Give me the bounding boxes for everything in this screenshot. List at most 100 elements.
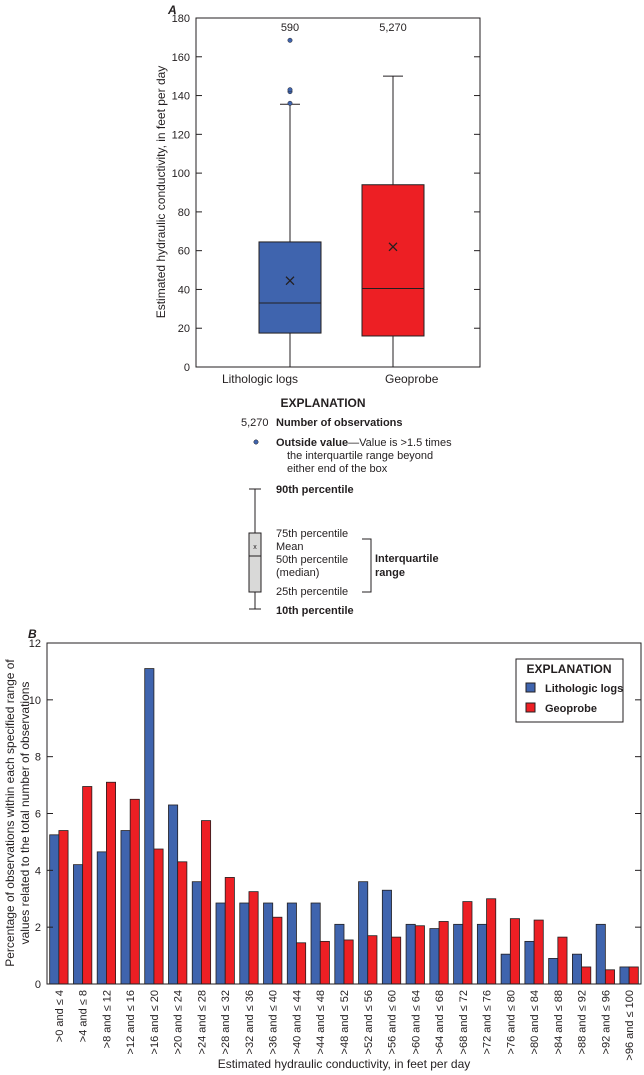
- category-label-0: Lithologic logs: [222, 372, 298, 386]
- label-iqr2: range: [375, 567, 405, 579]
- bar-geoprobe: [58, 830, 69, 985]
- x-tick-label-b: >68 and ≤ 72: [458, 990, 470, 1054]
- x-tick-label-b: >32 and ≤ 36: [244, 990, 256, 1054]
- x-tick-label-b: >64 and ≤ 68: [434, 990, 446, 1054]
- count-label-0: 590: [281, 22, 299, 34]
- y-tick-label-b: 6: [35, 809, 41, 821]
- legend-b: EXPLANATION Lithologic logs Geoprobe: [515, 658, 624, 723]
- x-tick-label-b: >96 and ≤ 100: [624, 990, 636, 1061]
- bar-lithologic: [120, 830, 131, 985]
- x-tick-label-b: >8 and ≤ 12: [101, 990, 113, 1048]
- box-1: [361, 184, 425, 337]
- outlier-point: [287, 87, 293, 93]
- outside-desc: —Value is >1.5 times: [348, 437, 452, 449]
- mean-marker: [285, 276, 295, 286]
- count-label-1: 5,270: [379, 22, 407, 34]
- panel-label-b: B: [28, 627, 37, 641]
- bar-geoprobe: [486, 898, 497, 985]
- bar-lithologic: [191, 881, 202, 985]
- bar-geoprobe: [509, 918, 520, 985]
- legend-swatch-lithologic: [525, 682, 536, 693]
- bar-lithologic: [524, 940, 535, 985]
- x-tick-label-b: >40 and ≤ 44: [291, 990, 303, 1054]
- bar-lithologic: [96, 851, 107, 985]
- bar-lithologic: [405, 923, 416, 985]
- y-tick-label-a: 120: [172, 129, 190, 141]
- outside-bold: Outside value: [276, 437, 348, 449]
- mean-marker: [388, 242, 398, 252]
- x-tick-label-b: >16 and ≤ 20: [149, 990, 161, 1054]
- bar-geoprobe: [153, 848, 164, 985]
- label-p10: 10th percentile: [276, 605, 354, 617]
- bar-lithologic: [500, 953, 511, 985]
- bar-geoprobe: [581, 966, 592, 985]
- box-plot-panel: A Estimated hydraulic conductivity, in f…: [154, 3, 481, 386]
- count-label: Number of observations: [276, 417, 403, 429]
- bars: [49, 668, 639, 985]
- x-tick-label-b: >28 and ≤ 32: [220, 990, 232, 1054]
- outlier-point: [287, 100, 293, 106]
- bar-geoprobe: [628, 966, 639, 985]
- bar-geoprobe: [272, 916, 283, 985]
- x-tick-label-b: >20 and ≤ 24: [173, 990, 185, 1054]
- bar-geoprobe: [438, 921, 449, 985]
- explanation-title: EXPLANATION: [280, 396, 365, 410]
- bar-lithologic: [358, 881, 369, 985]
- bar-geoprobe: [367, 935, 378, 985]
- x-tick-label-b: >76 and ≤ 80: [505, 990, 517, 1054]
- bar-lithologic: [548, 958, 559, 985]
- x-tick-label-b: >4 and ≤ 8: [78, 990, 90, 1042]
- label-median: (median): [276, 567, 319, 579]
- legend-box: [248, 532, 262, 593]
- bar-lithologic: [310, 902, 321, 985]
- label-p75: 75th percentile: [276, 528, 348, 540]
- bar-geoprobe: [391, 936, 402, 985]
- y-tick-label-b: 8: [35, 752, 41, 764]
- x-tick-label-b: >48 and ≤ 52: [339, 990, 351, 1054]
- bar-lithologic: [215, 902, 226, 985]
- plot-frame-a: [195, 17, 481, 368]
- outside-line2: the interquartile range beyond: [287, 450, 433, 462]
- bar-geoprobe: [414, 925, 425, 985]
- panel-label-a: A: [167, 3, 177, 17]
- y-tick-label-b: 12: [29, 638, 41, 650]
- count-example: 5,270: [241, 417, 269, 429]
- y-axis-label-b-1: Percentage of observations within each s…: [3, 659, 17, 967]
- bar-lithologic: [73, 864, 84, 985]
- x-tick-label-b: >80 and ≤ 84: [529, 990, 541, 1054]
- bar-geoprobe: [106, 781, 117, 985]
- bar-geoprobe: [201, 820, 212, 985]
- x-tick-label-b: >44 and ≤ 48: [315, 990, 327, 1054]
- label-iqr1: Interquartile: [375, 553, 439, 565]
- bar-lithologic: [619, 966, 630, 985]
- y-tick-label-b: 4: [35, 865, 41, 877]
- legend-mean-mark: x: [253, 544, 257, 551]
- y-tick-label-b: 2: [35, 922, 41, 934]
- y-tick-label-a: 100: [172, 168, 190, 180]
- outside-line3: either end of the box: [287, 463, 388, 475]
- bar-geoprobe: [533, 919, 544, 985]
- bar-geoprobe: [296, 942, 307, 985]
- bar-lithologic: [144, 668, 155, 985]
- outlier-point: [287, 37, 293, 43]
- bar-lithologic: [381, 889, 392, 985]
- box-plot-explanation: EXPLANATION 5,270 Number of observations…: [241, 396, 452, 617]
- label-mean: Mean: [276, 541, 304, 553]
- y-tick-label-a: 180: [172, 13, 190, 25]
- label-p25: 25th percentile: [276, 586, 348, 598]
- y-tick-label-a: 0: [184, 362, 190, 374]
- legend-title: EXPLANATION: [526, 662, 611, 676]
- category-label-1: Geoprobe: [385, 372, 439, 386]
- y-tick-label-a: 20: [178, 323, 190, 335]
- iqr-bracket: [362, 538, 372, 593]
- bar-lithologic: [572, 953, 583, 985]
- x-axis-label-b: Estimated hydraulic conductivity, in fee…: [218, 1057, 471, 1071]
- bar-geoprobe: [604, 969, 615, 985]
- bar-geoprobe: [248, 891, 259, 985]
- bar-lithologic: [453, 923, 464, 985]
- label-p50: 50th percentile: [276, 554, 348, 566]
- x-tick-label-b: >56 and ≤ 60: [387, 990, 399, 1054]
- legend-label-geoprobe: Geoprobe: [545, 703, 597, 715]
- bar-lithologic: [239, 902, 250, 985]
- x-tick-label-b: >92 and ≤ 96: [600, 990, 612, 1054]
